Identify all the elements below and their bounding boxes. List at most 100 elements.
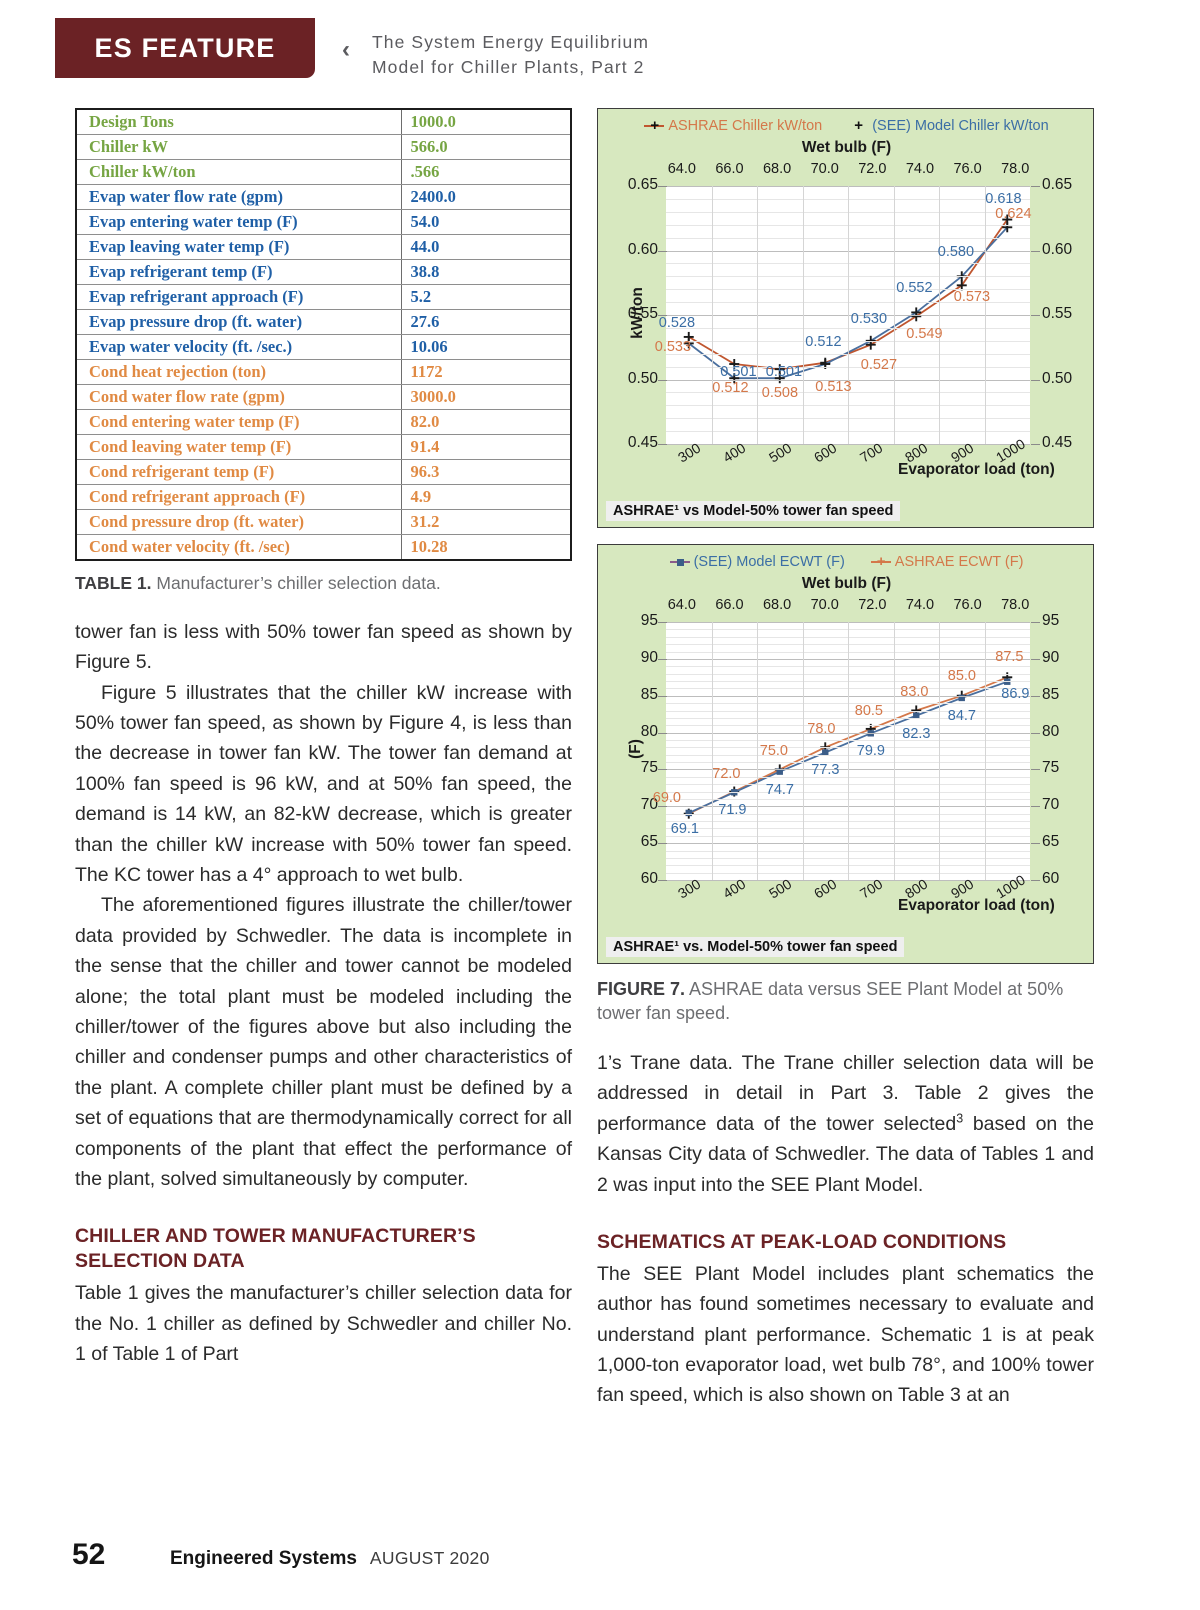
- legend-marker-plus-line-icon: +: [870, 554, 891, 569]
- wetbulb-tick: 66.0: [715, 161, 744, 177]
- table-cell-value: 54.0: [400, 209, 571, 235]
- right-column: + ASHRAE Chiller kW/ton + (SEE) Model Ch…: [597, 108, 1094, 1411]
- data-point-label: 0.512: [805, 334, 842, 351]
- section-heading-chiller-tower: CHILLER AND TOWER MANUFACTURER’S SELECTI…: [75, 1225, 476, 1273]
- y-tick-label-right: 0.65: [1042, 176, 1073, 193]
- table-cell-value: 3000.0: [400, 384, 571, 410]
- gridline-vertical: [893, 186, 895, 444]
- data-point-label: 83.0: [900, 684, 929, 701]
- y-tick-label-right: 70: [1042, 796, 1060, 814]
- data-point-marker: [729, 373, 740, 384]
- y-tick-label-right: 0.50: [1042, 369, 1073, 387]
- table-cell-value: 2400.0: [400, 184, 571, 210]
- gridline-major: [666, 444, 1030, 445]
- chart-footnote-text: ASHRAE¹ vs. Model-50% tower fan speed: [613, 939, 898, 955]
- table-row: Evap entering water temp (F) 54.0: [76, 209, 571, 235]
- x-axis-title: Evaporator load (ton): [898, 897, 1055, 914]
- plot-area: [666, 622, 1030, 881]
- table-cell-label: Cond refrigerant approach (F): [76, 484, 401, 510]
- y-tick-mark: [1031, 250, 1040, 252]
- table-cell-value: 566.0: [400, 134, 571, 160]
- y-tick-label-left: 90: [640, 648, 658, 666]
- table-row: Cond water velocity (ft. /sec) 10.28: [76, 534, 571, 560]
- gridline-vertical: [893, 622, 895, 880]
- data-point-label: 79.9: [856, 743, 885, 760]
- gridline-vertical: [711, 622, 713, 880]
- gridline-vertical: [802, 622, 804, 880]
- table-cell-value: 5.2: [400, 284, 571, 310]
- y-tick-mark: [1031, 658, 1040, 660]
- data-point-label: 0.573: [953, 289, 991, 306]
- legend-item-model-ecwt: (SEE) Model ECWT (F): [669, 554, 845, 570]
- y-tick-label-left: 0.45: [627, 434, 658, 451]
- gridline-vertical: [757, 622, 758, 880]
- paragraph-3: The aforementioned figures illustrate th…: [75, 894, 572, 1191]
- section-heading-schematics: SCHEMATICS AT PEAK-LOAD CONDITIONS: [597, 1230, 1007, 1253]
- y-tick-label-right: 0.55: [1042, 305, 1073, 322]
- chart-chiller-kwton: + ASHRAE Chiller kW/ton + (SEE) Model Ch…: [597, 108, 1094, 528]
- legend-label: (SEE) Model Chiller kW/ton: [872, 118, 1049, 134]
- y-tick-label-left: 75: [640, 759, 658, 777]
- y-tick-mark: [658, 732, 667, 734]
- table-cell-label: Evap refrigerant temp (F): [76, 259, 401, 285]
- table-row: Evap water flow rate (gpm) 2400.0: [76, 184, 571, 210]
- data-point-label: 69.0: [652, 789, 681, 806]
- chart-footnote: ASHRAE¹ vs Model-50% tower fan speed: [606, 501, 901, 521]
- issue-date: AUGUST 2020: [369, 1548, 490, 1568]
- data-point-label: 0.530: [850, 310, 888, 327]
- data-point-label: 74.7: [765, 781, 794, 798]
- table-cell-value: .566: [400, 159, 571, 185]
- y-tick-mark: [1031, 880, 1040, 881]
- right-paragraph-2: The SEE Plant Model includes plant schem…: [597, 1262, 1094, 1407]
- data-point-marker: [776, 768, 783, 775]
- wetbulb-tick: 74.0: [905, 597, 935, 613]
- right-paragraph-1-b: based on the Kansas City data of Schwedl…: [597, 1112, 1094, 1196]
- table-cell-label: Chiller kW: [76, 134, 401, 160]
- gridline-vertical: [848, 186, 849, 444]
- y-tick-mark: [1031, 379, 1040, 381]
- data-point-label: 0.552: [896, 280, 933, 297]
- figure-caption-label: FIGURE 7.: [597, 979, 686, 999]
- table-cell-value: 1172: [400, 359, 571, 385]
- table-cell-value: 10.28: [400, 534, 571, 560]
- data-point-label: 87.5: [995, 649, 1024, 666]
- table-cell-label: Evap water flow rate (gpm): [76, 184, 401, 210]
- y-tick-label-right: 90: [1042, 648, 1060, 666]
- y-tick-label-right: 85: [1042, 685, 1060, 703]
- wetbulb-tick: 76.0: [953, 597, 982, 613]
- publication-name: Engineered Systems: [170, 1548, 357, 1569]
- data-point-label: 75.0: [759, 743, 788, 760]
- wetbulb-tick: 74.0: [905, 161, 935, 177]
- data-point-label: 0.501: [765, 364, 803, 381]
- y-tick-label-right: 0.60: [1042, 240, 1073, 258]
- y-tick-mark: [1031, 444, 1040, 445]
- legend-item-ashrae-ecwt: + ASHRAE ECWT (F): [870, 554, 1023, 570]
- gridline-vertical: [757, 186, 758, 444]
- gridline-vertical: [939, 186, 940, 444]
- secondary-axis-title: Wet bulb (F): [801, 139, 892, 156]
- wetbulb-tick: 70.0: [810, 597, 839, 613]
- gridline-vertical: [711, 186, 713, 444]
- data-point-label: 0.512: [712, 380, 749, 397]
- y-tick-label-left: 0.55: [627, 305, 658, 322]
- y-tick-label-right: 65: [1042, 833, 1060, 851]
- secondary-axis-ticks: 64.0 66.0 68.0 70.0 72.0 74.0 76.0 78.0: [598, 161, 1095, 177]
- y-tick-mark: [1031, 622, 1040, 623]
- table-row: Cond refrigerant temp (F) 96.3: [76, 459, 571, 485]
- page-number: 52: [72, 1538, 106, 1571]
- y-tick-mark: [658, 315, 667, 316]
- y-tick-label-left: 0.50: [627, 369, 658, 387]
- chart-ecwt: (SEE) Model ECWT (F) + ASHRAE ECWT (F) W…: [597, 544, 1094, 964]
- wetbulb-tick: 66.0: [715, 597, 744, 613]
- y-tick-mark: [658, 769, 667, 771]
- secondary-axis-title: Wet bulb (F): [801, 575, 892, 592]
- table-row: Evap refrigerant temp (F) 38.8: [76, 259, 571, 285]
- secondary-axis-ticks: 64.0 66.0 68.0 70.0 72.0 74.0 76.0 78.0: [598, 597, 1095, 613]
- data-point-label: 0.508: [761, 385, 799, 402]
- y-tick-label-left: 80: [640, 722, 658, 740]
- header-article-title: The System Energy Equilibrium Model for …: [372, 30, 792, 80]
- wetbulb-tick: 76.0: [953, 161, 982, 177]
- legend-item-ashrae-kwton: + ASHRAE Chiller kW/ton: [644, 118, 822, 134]
- table-cell-label: Cond heat rejection (ton): [76, 359, 401, 385]
- wetbulb-tick: 72.0: [858, 161, 887, 177]
